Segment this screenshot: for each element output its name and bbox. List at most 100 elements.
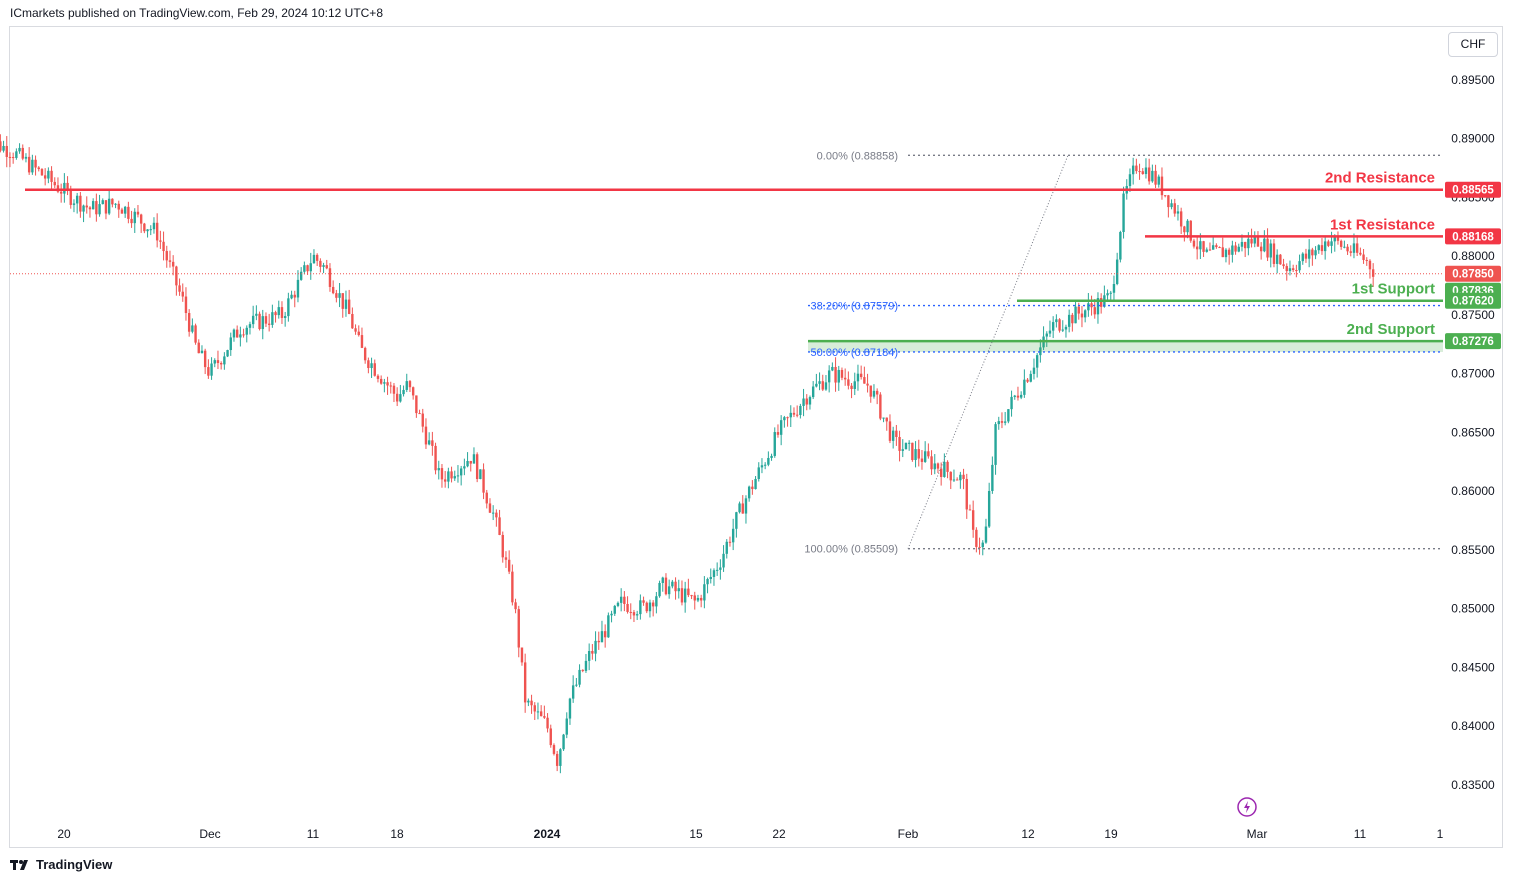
price-tag xyxy=(1445,228,1501,245)
candle-body xyxy=(1333,236,1336,242)
candle-body xyxy=(171,261,175,267)
candle-body xyxy=(959,474,962,481)
candle-body xyxy=(1170,203,1173,208)
y-tick-label: 0.88000 xyxy=(1451,249,1495,263)
candle-body xyxy=(923,451,927,462)
candle-body xyxy=(1237,246,1240,252)
candle-body xyxy=(379,378,383,384)
candle-body xyxy=(760,465,764,468)
candle-body xyxy=(536,711,540,713)
candle-body xyxy=(459,468,463,476)
candle-body xyxy=(1298,261,1301,271)
candle-body xyxy=(799,405,802,415)
candle-body xyxy=(1138,171,1141,173)
candle-body xyxy=(59,191,63,194)
candle-body xyxy=(315,254,319,261)
candle-body xyxy=(11,157,15,159)
fib-label: 100.00% (0.85509) xyxy=(804,544,898,556)
candle-body xyxy=(898,437,901,451)
candle-body xyxy=(667,586,671,595)
candle-body xyxy=(447,471,450,482)
publish-info: ICmarkets published on TradingView.com, … xyxy=(10,6,383,20)
price-tag xyxy=(1445,181,1501,198)
candle-body xyxy=(837,369,840,383)
candle-body xyxy=(223,356,226,365)
candle-body xyxy=(520,647,524,663)
candle-body xyxy=(239,334,242,338)
candle-body xyxy=(363,347,367,361)
candle-body xyxy=(399,394,402,402)
candle-body xyxy=(882,417,885,419)
candle-body xyxy=(549,728,552,746)
candle-body xyxy=(850,385,853,389)
candle-body xyxy=(1176,211,1180,214)
candle-body xyxy=(15,151,18,158)
candle-body xyxy=(1157,176,1160,185)
candle-body xyxy=(1368,260,1372,270)
candle-body xyxy=(968,509,972,511)
candle-body xyxy=(408,381,412,388)
candle-body xyxy=(991,464,994,491)
candle-body xyxy=(207,367,210,376)
candle-body xyxy=(1087,303,1090,311)
candle-body xyxy=(1128,174,1132,187)
candle-body xyxy=(981,542,984,548)
price-tag xyxy=(1445,292,1501,309)
y-tick-label: 0.86000 xyxy=(1451,484,1495,498)
candle-body xyxy=(1051,322,1055,331)
candle-body xyxy=(680,588,684,603)
lightning-icon[interactable] xyxy=(1237,797,1257,817)
price-tag xyxy=(1445,265,1501,282)
candle-body xyxy=(949,471,952,481)
x-tick-label: 19 xyxy=(1104,827,1118,841)
candle-body xyxy=(242,334,245,336)
candle-body xyxy=(635,614,639,616)
candle-body xyxy=(85,205,88,208)
candle-body xyxy=(488,503,492,513)
candle-body xyxy=(907,442,911,444)
candle-body xyxy=(616,602,620,606)
candle-body xyxy=(517,609,520,648)
candle-body xyxy=(8,156,12,158)
candle-body xyxy=(543,716,546,718)
candle-body xyxy=(277,307,280,316)
candle-body xyxy=(165,251,168,261)
currency-button[interactable]: CHF xyxy=(1448,32,1498,57)
x-tick-label: Dec xyxy=(199,827,220,841)
candle-body xyxy=(1013,395,1016,397)
x-tick-label: 2024 xyxy=(534,827,561,841)
candle-body xyxy=(1234,245,1237,252)
level-label: 2nd Support xyxy=(1347,321,1435,338)
candle-body xyxy=(687,588,690,596)
candle-body xyxy=(1202,241,1205,252)
candle-body xyxy=(72,203,76,205)
candle-body xyxy=(1323,241,1327,252)
candle-body xyxy=(930,456,933,470)
candle-body xyxy=(130,218,133,224)
candle-body xyxy=(1077,306,1080,314)
candle-body xyxy=(37,167,40,170)
candle-body xyxy=(341,293,344,309)
brand-label: TradingView xyxy=(36,857,113,872)
candle-body xyxy=(789,412,792,418)
candle-body xyxy=(383,382,386,384)
candle-body xyxy=(123,206,127,214)
candle-body xyxy=(283,316,287,318)
candle-body xyxy=(271,312,274,325)
candle-body xyxy=(1007,409,1010,422)
candle-body xyxy=(603,631,607,638)
candle-body xyxy=(1205,249,1208,252)
candle-body xyxy=(504,557,508,560)
candle-body xyxy=(1144,167,1148,175)
candle-body xyxy=(872,390,876,397)
fib-label: 0.00% (0.88858) xyxy=(817,150,898,162)
candle-body xyxy=(1362,254,1365,260)
candle-body xyxy=(530,700,533,706)
candle-body xyxy=(571,685,575,699)
candle-body xyxy=(1195,246,1199,250)
candle-body xyxy=(1349,251,1352,253)
candle-body xyxy=(623,596,626,604)
candle-body xyxy=(875,390,879,395)
candle-body xyxy=(1179,211,1183,227)
